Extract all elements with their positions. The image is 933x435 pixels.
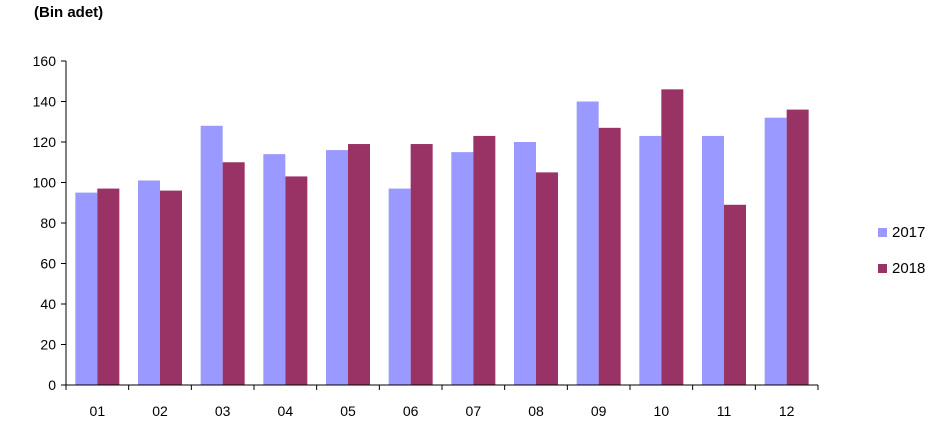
- y-tick-label: 0: [48, 377, 56, 393]
- y-tick-label: 60: [40, 256, 56, 272]
- bar-2017-05: [326, 150, 348, 385]
- x-tick-label: 08: [528, 403, 544, 419]
- y-axis-label: (Bin adet): [34, 4, 104, 21]
- bar-2018-09: [598, 127, 621, 385]
- y-tick-label: 40: [40, 296, 56, 312]
- bar-2017-08: [514, 142, 536, 385]
- legend-label: 2018: [892, 259, 926, 277]
- x-tick-label: 02: [152, 403, 168, 419]
- bar-2017-07: [451, 152, 474, 385]
- bar-2017-12: [764, 117, 787, 385]
- x-tick-label: 09: [591, 403, 607, 419]
- legend-swatch: [878, 263, 887, 273]
- x-tick-label: 11: [717, 403, 732, 419]
- legend: 2017 2018: [878, 222, 925, 294]
- y-tick-label: 20: [40, 337, 56, 353]
- bar-2018-01: [97, 188, 120, 385]
- bar-2018-04: [285, 176, 308, 385]
- y-tick-label: 80: [40, 215, 56, 231]
- bar-2018-12: [786, 109, 809, 385]
- bar-2018-05: [348, 144, 370, 385]
- bar-2017-11: [702, 135, 724, 385]
- bar-2017-02: [138, 180, 160, 385]
- x-tick-label: 04: [278, 403, 294, 419]
- x-tick-label: 12: [779, 403, 795, 419]
- legend-swatch: [878, 227, 887, 237]
- bar-2017-09: [576, 101, 599, 385]
- bar-2018-06: [410, 144, 433, 385]
- bar-2018-10: [661, 89, 684, 385]
- bar-2017-06: [388, 188, 411, 385]
- legend-label: 2017: [892, 223, 926, 241]
- x-tick-label: 03: [215, 403, 231, 419]
- legend-item-2018: 2018: [878, 258, 925, 278]
- y-tick-label: 140: [33, 94, 57, 110]
- bar-2017-04: [263, 154, 286, 385]
- bar-2018-08: [536, 172, 558, 385]
- bar-2018-07: [473, 135, 496, 385]
- bar-2017-03: [200, 125, 223, 386]
- legend-item-2017: 2017: [878, 222, 925, 242]
- y-tick-label: 100: [33, 175, 57, 191]
- x-tick-label: 06: [403, 403, 419, 419]
- x-tick-label: 07: [466, 403, 482, 419]
- x-tick-label: 05: [340, 403, 356, 419]
- x-tick-label: 10: [654, 403, 670, 419]
- bar-2018-11: [724, 204, 746, 385]
- x-tick-label: 01: [90, 403, 106, 419]
- y-tick-label: 120: [33, 134, 57, 150]
- bar-2018-02: [160, 190, 182, 385]
- bar-2017-01: [75, 192, 98, 385]
- y-tick-label: 160: [33, 53, 57, 69]
- bar-2018-03: [222, 162, 245, 385]
- bar-2017-10: [639, 135, 662, 385]
